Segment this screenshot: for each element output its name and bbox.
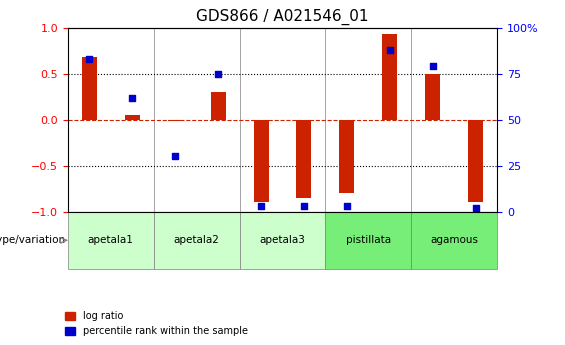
Point [85, 56, 94, 62]
Text: genotype/variation: genotype/variation [0, 235, 66, 245]
Legend: log ratio, percentile rank within the sample: log ratio, percentile rank within the sa… [62, 307, 251, 340]
Title: GDS866 / A021546_01: GDS866 / A021546_01 [196, 9, 369, 25]
Point [342, 203, 351, 209]
Bar [125, 115, 140, 120]
Bar [211, 92, 225, 120]
FancyBboxPatch shape [325, 211, 411, 269]
Bar [82, 57, 97, 120]
Bar [340, 120, 354, 193]
Text: pistillata: pistillata [346, 235, 391, 245]
Point [385, 47, 394, 52]
Bar [425, 73, 440, 120]
Text: apetala2: apetala2 [173, 235, 220, 245]
Bar [254, 120, 268, 203]
FancyBboxPatch shape [68, 211, 154, 269]
FancyBboxPatch shape [154, 211, 240, 269]
Text: apetala1: apetala1 [88, 235, 134, 245]
FancyBboxPatch shape [240, 211, 325, 269]
Point [171, 154, 180, 159]
Point [428, 63, 437, 69]
Point [128, 95, 137, 100]
Point [471, 205, 480, 211]
Bar [468, 120, 483, 203]
Point [299, 203, 308, 209]
Point [214, 71, 223, 76]
Bar [383, 34, 397, 120]
Bar [168, 120, 182, 121]
Bar [297, 120, 311, 198]
Text: apetala3: apetala3 [259, 235, 306, 245]
Point [257, 203, 266, 209]
Text: agamous: agamous [431, 235, 478, 245]
FancyBboxPatch shape [411, 211, 497, 269]
